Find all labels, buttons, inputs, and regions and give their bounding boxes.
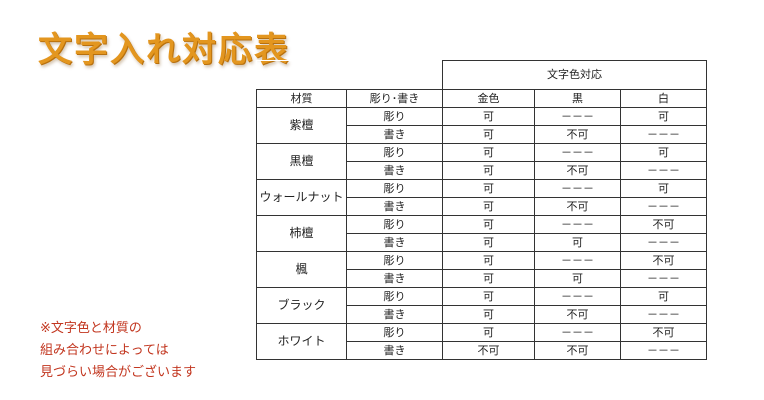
page-title: 文字入れ対応表	[38, 30, 290, 70]
black-cell: 不可	[534, 197, 621, 216]
material-cell: 紫檀	[256, 107, 347, 144]
table-row: 書き可不可 －－－	[257, 305, 707, 324]
gold-cell: 可	[442, 305, 535, 324]
type-cell: 書き	[346, 233, 443, 252]
white-cell: 可	[620, 287, 707, 306]
black-cell: －－－	[534, 143, 621, 162]
white-cell: 不可	[620, 323, 707, 342]
material-cell: ブラック	[256, 287, 347, 324]
type-cell: 書き	[346, 305, 443, 324]
gold-cell: 可	[442, 269, 535, 288]
column-header-white: 白	[620, 89, 707, 108]
black-cell: －－－	[534, 251, 621, 270]
white-cell: －－－	[620, 341, 707, 360]
text-color-group-header: 文字色対応	[442, 60, 707, 90]
gold-cell: 可	[442, 233, 535, 252]
black-cell: 不可	[534, 305, 621, 324]
type-cell: 書き	[346, 125, 443, 144]
gold-cell: 可	[442, 107, 535, 126]
table-header-row: 材質 彫り･書き 金色 黒 白	[256, 89, 707, 108]
type-cell: 書き	[346, 269, 443, 288]
white-cell: 可	[620, 179, 707, 198]
material-cell: ホワイト	[256, 323, 347, 360]
table-header-group-row: 文字色対応	[256, 60, 707, 90]
column-header-gold: 金色	[442, 89, 535, 108]
table-corner-blank	[256, 60, 443, 90]
material-cell: 黒檀	[256, 143, 347, 180]
table-row: ブラック 彫り可－－－可	[256, 287, 707, 324]
black-cell: 不可	[534, 125, 621, 144]
table-row: ホワイト 彫り可－－－ 不可	[256, 323, 707, 360]
black-cell: 可	[534, 269, 621, 288]
note-line: 見づらい場合がございます	[40, 365, 197, 380]
table-row: 柿檀 彫り可－－－ 不可	[256, 215, 707, 252]
type-cell: 彫り	[346, 215, 443, 234]
gold-cell: 可	[442, 143, 535, 162]
white-cell: －－－	[620, 125, 707, 144]
black-cell: －－－	[534, 107, 621, 126]
white-cell: －－－	[620, 233, 707, 252]
gold-cell: 可	[442, 125, 535, 144]
table-row: 書き可不可 －－－	[257, 197, 707, 216]
note-line: ※文字色と材質の	[40, 321, 142, 336]
material-cell: 楓	[256, 251, 347, 288]
white-cell: －－－	[620, 269, 707, 288]
material-cell: ウォールナット	[256, 179, 347, 216]
table-row: 書き 不可 不可 －－－	[257, 341, 707, 360]
black-cell: 不可	[534, 161, 621, 180]
black-cell: 可	[534, 233, 621, 252]
white-cell: 不可	[620, 251, 707, 270]
table-row: ウォールナット 彫り可－－－可	[256, 179, 707, 216]
lettering-compatibility-table: 文字色対応 材質 彫り･書き 金色 黒 白 紫檀 彫り可－－－可書き可不可 －－－黒…	[256, 60, 707, 360]
type-cell: 彫り	[346, 251, 443, 270]
gold-cell: 可	[442, 161, 535, 180]
black-cell: 不可	[534, 341, 621, 360]
column-header-material: 材質	[256, 89, 347, 108]
white-cell: 可	[620, 143, 707, 162]
note-line: 組み合わせによっては	[40, 343, 169, 358]
table-row: 紫檀 彫り可－－－可	[256, 107, 707, 144]
table-row: 黒檀 彫り可－－－可	[256, 143, 707, 180]
gold-cell: 可	[442, 197, 535, 216]
column-header-type: 彫り･書き	[346, 89, 443, 108]
gold-cell: 可	[442, 179, 535, 198]
type-cell: 彫り	[346, 143, 443, 162]
column-header-black: 黒	[534, 89, 621, 108]
table-row: 書き可可－－－	[257, 233, 707, 252]
gold-cell: 可	[442, 251, 535, 270]
black-cell: －－－	[534, 323, 621, 342]
type-cell: 彫り	[346, 323, 443, 342]
gold-cell: 不可	[442, 341, 535, 360]
type-cell: 書き	[346, 161, 443, 180]
compatibility-note: ※文字色と材質の 組み合わせによっては 見づらい場合がございます	[40, 318, 196, 384]
white-cell: －－－	[620, 197, 707, 216]
gold-cell: 可	[442, 215, 535, 234]
black-cell: －－－	[534, 215, 621, 234]
black-cell: －－－	[534, 287, 621, 306]
white-cell: 不可	[620, 215, 707, 234]
material-cell: 柿檀	[256, 215, 347, 252]
black-cell: －－－	[534, 179, 621, 198]
type-cell: 彫り	[346, 179, 443, 198]
white-cell: －－－	[620, 161, 707, 180]
white-cell: 可	[620, 107, 707, 126]
gold-cell: 可	[442, 287, 535, 306]
type-cell: 彫り	[346, 287, 443, 306]
table-row: 楓彫り可－－－ 不可	[256, 251, 707, 288]
type-cell: 書き	[346, 341, 443, 360]
type-cell: 彫り	[346, 107, 443, 126]
white-cell: －－－	[620, 305, 707, 324]
gold-cell: 可	[442, 323, 535, 342]
type-cell: 書き	[346, 197, 443, 216]
